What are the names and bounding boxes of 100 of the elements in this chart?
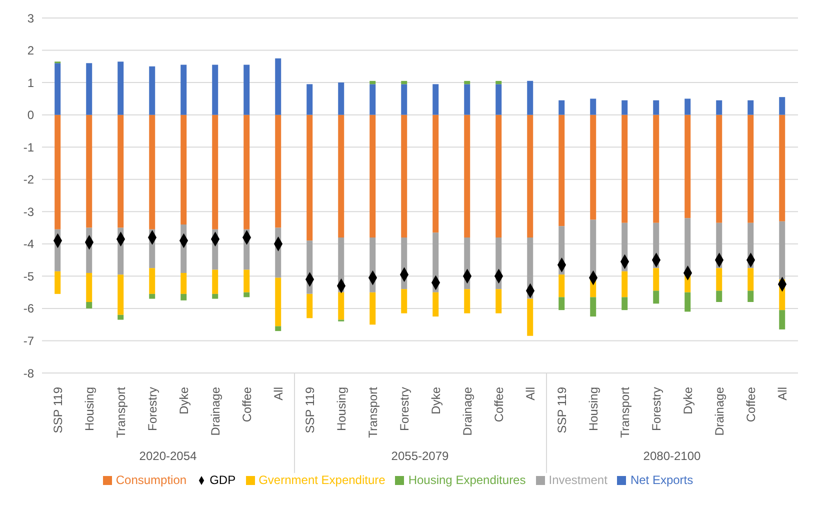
legend-label: Housing Expenditures bbox=[408, 473, 526, 487]
bar bbox=[149, 114, 156, 230]
x-tick-label: Transport bbox=[366, 386, 380, 438]
bar bbox=[653, 100, 660, 115]
legend-label: Gvernment Expenditure bbox=[258, 473, 386, 487]
bar bbox=[212, 64, 218, 115]
bar bbox=[401, 80, 408, 84]
y-tick-label: 1 bbox=[27, 76, 34, 90]
bar bbox=[716, 290, 722, 302]
bar bbox=[212, 270, 218, 294]
bar bbox=[432, 114, 439, 233]
x-tick-label: Forestry bbox=[145, 387, 160, 432]
bar bbox=[180, 114, 187, 225]
bar bbox=[54, 114, 61, 230]
bar bbox=[86, 114, 92, 228]
bar bbox=[684, 114, 691, 218]
bar bbox=[653, 290, 660, 304]
bar bbox=[716, 100, 722, 115]
bar bbox=[86, 63, 92, 115]
bar bbox=[464, 80, 470, 84]
bar bbox=[118, 114, 124, 228]
bar bbox=[527, 298, 534, 336]
x-tick-label: Dyke bbox=[680, 386, 695, 414]
bar bbox=[370, 84, 376, 115]
x-tick-label: Dyke bbox=[176, 386, 191, 414]
bar bbox=[432, 292, 439, 317]
bar bbox=[370, 80, 376, 84]
bar bbox=[118, 62, 124, 115]
text: 2020-2054 bbox=[138, 449, 198, 463]
y-tick-label: -3 bbox=[23, 204, 34, 219]
legend-label: Consumption bbox=[116, 473, 187, 487]
bar bbox=[464, 84, 470, 115]
bar bbox=[54, 63, 61, 115]
bar bbox=[244, 292, 250, 298]
bar bbox=[590, 297, 596, 317]
bar bbox=[275, 326, 282, 332]
bar bbox=[149, 294, 156, 299]
bar bbox=[86, 302, 92, 308]
bar bbox=[306, 84, 313, 115]
bar bbox=[779, 114, 786, 222]
bar bbox=[496, 114, 502, 238]
bar bbox=[558, 100, 565, 115]
bar bbox=[275, 58, 282, 115]
bar bbox=[590, 98, 596, 115]
x-tick-label: Housing bbox=[586, 387, 600, 432]
bar bbox=[275, 278, 282, 326]
x-tick-label: SSP 119 bbox=[302, 386, 317, 434]
bar bbox=[684, 218, 691, 273]
y-tick-label: 2 bbox=[27, 44, 34, 58]
bar bbox=[684, 292, 691, 312]
x-tick-label: SSP 119 bbox=[554, 386, 569, 434]
x-tick-label: Transport bbox=[114, 386, 128, 438]
bar bbox=[496, 289, 502, 314]
bar bbox=[590, 114, 596, 220]
y-tick-label: -5 bbox=[23, 269, 34, 284]
x-tick-label: Forestry bbox=[649, 387, 664, 432]
x-tick-label: Housing bbox=[334, 387, 348, 432]
bar bbox=[306, 114, 313, 241]
bar bbox=[748, 290, 754, 302]
bar bbox=[401, 114, 408, 238]
x-tick-label: Coffee bbox=[492, 386, 506, 422]
x-tick-label: All bbox=[775, 387, 790, 400]
bar bbox=[748, 268, 754, 291]
x-tick-label: All bbox=[271, 387, 286, 400]
bar bbox=[370, 292, 376, 325]
bar bbox=[244, 114, 250, 230]
bar bbox=[558, 114, 565, 226]
bar bbox=[306, 294, 313, 318]
y-tick-label: -4 bbox=[23, 237, 34, 252]
text: 2080-2100 bbox=[642, 449, 702, 463]
x-tick-label: Dyke bbox=[428, 386, 443, 414]
y-tick-label: 3 bbox=[27, 11, 34, 26]
bar bbox=[653, 114, 660, 223]
bar bbox=[622, 114, 628, 223]
bar bbox=[716, 114, 722, 223]
bar bbox=[653, 268, 660, 291]
y-tick-label: -1 bbox=[23, 140, 34, 154]
y-tick-label: 0 bbox=[27, 108, 34, 122]
bar bbox=[558, 297, 565, 310]
bar bbox=[180, 294, 187, 300]
legend-label: Net Exports bbox=[630, 473, 694, 487]
bar bbox=[54, 271, 61, 294]
bar bbox=[716, 268, 722, 291]
y-tick-label: -8 bbox=[23, 366, 34, 380]
bar bbox=[527, 80, 534, 115]
bar bbox=[149, 66, 156, 115]
bar bbox=[748, 100, 754, 115]
y-tick-label: -6 bbox=[23, 302, 34, 316]
bar bbox=[622, 100, 628, 115]
bar bbox=[779, 221, 786, 280]
y-tick-label: -7 bbox=[23, 334, 34, 348]
bar bbox=[180, 272, 187, 294]
bar bbox=[558, 274, 565, 298]
bar bbox=[244, 270, 250, 292]
bar bbox=[748, 114, 754, 223]
bar bbox=[118, 314, 124, 320]
x-tick-label: Drainage bbox=[208, 386, 222, 436]
x-tick-label: Coffee bbox=[744, 386, 758, 422]
x-tick-label: Transport bbox=[618, 386, 632, 438]
bar bbox=[212, 294, 218, 299]
